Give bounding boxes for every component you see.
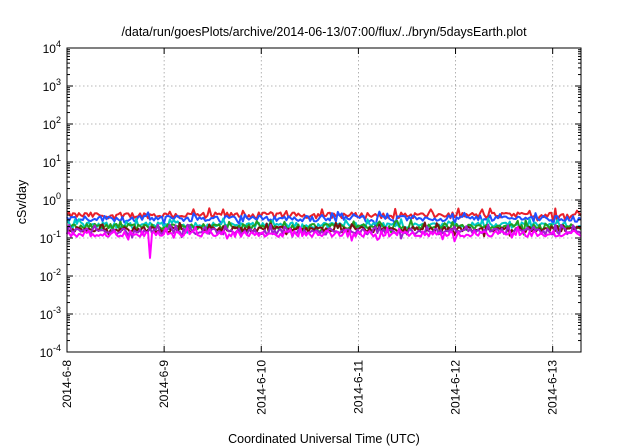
y-tick-exponent: 4 [56, 39, 61, 49]
y-tick-exponent: 3 [56, 77, 61, 87]
y-tick-base: 10 [43, 156, 57, 170]
y-tick-label: 101 [43, 153, 61, 170]
y-tick-exponent: -2 [53, 267, 61, 277]
y-tick-base: 10 [40, 270, 54, 284]
x-tick-label: 2014-6-11 [351, 360, 365, 414]
y-tick-base: 10 [43, 42, 57, 56]
x-tick-label: 2014-6-12 [449, 360, 463, 415]
y-tick-label: 104 [43, 39, 61, 56]
y-tick-label: 10-1 [40, 229, 61, 246]
y-tick-exponent: 2 [56, 115, 61, 125]
y-tick-exponent: 1 [56, 153, 61, 163]
y-tick-base: 10 [43, 80, 57, 94]
chart-title: /data/run/goesPlots/archive/2014-06-13/0… [121, 25, 527, 39]
grid [67, 48, 581, 352]
y-tick-label: 10-2 [40, 267, 61, 284]
x-tick-label: 2014-6-10 [254, 360, 268, 415]
y-tick-label: 103 [43, 77, 61, 94]
x-tick-label: 2014-6-13 [546, 360, 560, 415]
y-tick-exponent: 0 [56, 191, 61, 201]
x-tick-label: 2014-6-8 [60, 360, 74, 408]
y-tick-label: 10-3 [40, 305, 61, 322]
y-axis-label: cSv/day [15, 179, 29, 224]
y-tick-label: 100 [43, 191, 61, 208]
y-tick-label: 102 [43, 115, 61, 132]
y-tick-base: 10 [43, 118, 57, 132]
x-tick-label: 2014-6-9 [157, 360, 171, 408]
series-layer [66, 207, 582, 259]
x-axis-label: Coordinated Universal Time (UTC) [228, 432, 420, 446]
y-tick-label: 10-4 [40, 343, 61, 360]
series-line [66, 219, 582, 236]
y-tick-base: 10 [43, 194, 57, 208]
y-tick-exponent: -3 [53, 305, 61, 315]
y-tick-exponent: -4 [53, 343, 61, 353]
y-tick-base: 10 [40, 232, 54, 246]
y-tick-base: 10 [40, 346, 54, 360]
series-line [66, 210, 582, 228]
y-tick-base: 10 [40, 308, 54, 322]
y-tick-exponent: -1 [53, 229, 61, 239]
series-line [66, 226, 582, 259]
